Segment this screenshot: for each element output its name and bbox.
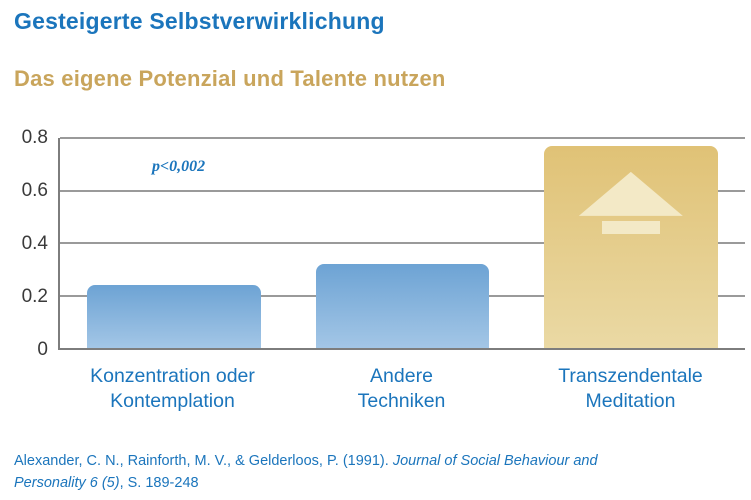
plot-area: p<0,002 [58,137,745,350]
bar-slot [288,138,516,348]
citation-pages: , S. 189-248 [119,474,199,491]
bar-3 [544,145,718,348]
y-tick-label: 0.6 [21,180,48,201]
x-axis-label-2: Andere Techniken [357,365,446,413]
bar-slot [517,138,745,348]
up-arrow-icon [579,172,683,234]
citation: Alexander, C. N., Rainforth, M. V., & Ge… [14,451,654,495]
bar-chart: 0 0.2 0.4 0.6 0.8 p<0,002 Konzentration oder… [0,127,751,415]
gridline [60,137,745,139]
citation-journal: Journal of Social Behaviour and Personal… [14,453,598,491]
y-tick-label: 0.2 [21,286,48,307]
page-title: Gesteigerte Selbstverwirklichung [14,8,385,34]
y-tick-label: 0.4 [21,233,48,254]
gridline [60,242,745,244]
citation-authors: Alexander, C. N., Rainforth, M. V., & Ge… [14,453,393,469]
p-value-annotation: p<0,002 [152,158,206,175]
y-tick-label: 0.8 [21,127,48,148]
y-tick-label: 0 [37,339,48,360]
bar-1 [87,285,261,348]
x-axis-labels: Konzentration oder Kontemplation Andere T… [58,364,745,415]
page-subtitle: Das eigene Potenzial und Talente nutzen [14,66,446,91]
bars-container [60,138,745,348]
x-axis-label-1: Konzentration oder Kontemplation [90,365,255,413]
gridline [60,189,745,192]
x-axis-label-3: Transzendentale Meditation [558,365,703,413]
y-axis: 0 0.2 0.4 0.6 0.8 [0,127,58,360]
bar-2 [315,264,490,348]
bar-slot [60,138,288,348]
